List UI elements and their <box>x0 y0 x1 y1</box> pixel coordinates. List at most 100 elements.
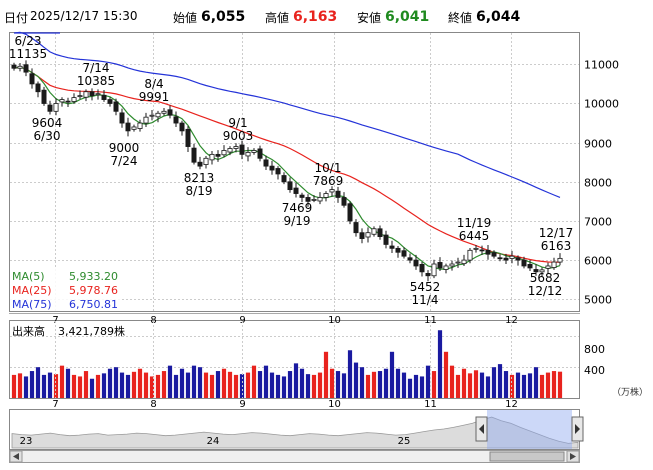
close-value: 6,044 <box>476 9 521 25</box>
candle-body <box>455 261 461 264</box>
candle <box>137 119 143 132</box>
candle-body <box>83 91 89 98</box>
candle-body <box>407 257 413 261</box>
volume-bar <box>197 367 203 398</box>
volume-bar <box>443 351 449 398</box>
volume-tick-800: 800 <box>584 343 605 356</box>
candle-body <box>557 257 563 263</box>
candle <box>413 254 419 270</box>
y-tick-10000: 10000 <box>584 98 619 111</box>
candle <box>509 250 515 264</box>
volume-bar <box>527 373 533 398</box>
price-y-ticks: 11000 10000 9000 8000 7000 6000 5000 <box>584 59 619 307</box>
candle <box>473 245 479 253</box>
candle-body <box>413 259 419 267</box>
volume-bar <box>503 371 509 398</box>
candle <box>23 60 29 77</box>
candle <box>377 225 383 240</box>
candle-body <box>185 128 191 147</box>
volume-bar <box>425 365 431 398</box>
candle <box>41 86 47 106</box>
volume-bar <box>449 365 455 398</box>
candle <box>209 151 215 165</box>
volume-bar <box>29 371 35 398</box>
candle-body <box>437 262 443 269</box>
horizontal-scrollbar[interactable] <box>9 450 580 463</box>
candle-body <box>491 252 497 257</box>
candle-body <box>311 199 317 201</box>
candle <box>191 143 197 165</box>
volume-label: 出来高 <box>12 324 45 338</box>
candle-body <box>239 144 245 155</box>
candle <box>149 109 155 121</box>
candle-body <box>203 157 209 165</box>
candle-body <box>251 150 257 153</box>
annotation-line1: 9604 <box>32 116 63 130</box>
legend-ma25-value: 5,978.76 <box>69 284 118 297</box>
scroll-left-icon <box>13 453 19 460</box>
y-tick-7000: 7000 <box>584 216 612 229</box>
candle <box>257 145 263 162</box>
navigator-handle-right[interactable] <box>571 416 584 442</box>
candle <box>287 177 293 193</box>
candle <box>89 88 95 101</box>
annotation-line1: 5452 <box>410 280 441 294</box>
low-value: 6,041 <box>385 9 430 25</box>
candle-body <box>425 273 431 277</box>
volume-bar <box>389 351 395 398</box>
scrollbar-thumb[interactable] <box>489 451 565 462</box>
annotation-line1: 12/17 <box>539 226 574 240</box>
candle-body <box>269 165 275 171</box>
candle-body <box>71 97 77 102</box>
candle-body <box>233 146 239 149</box>
volume-bar <box>395 368 401 398</box>
volume-bar <box>341 373 347 398</box>
navigator-handle-left[interactable] <box>475 416 488 442</box>
candle <box>113 98 119 116</box>
month-label-10: 10 <box>328 315 341 326</box>
candle <box>527 260 533 272</box>
volume-bar <box>551 371 557 398</box>
candle <box>263 155 269 171</box>
candle-body <box>29 73 35 85</box>
candle <box>65 97 71 108</box>
volume-bar <box>71 374 77 398</box>
candle <box>53 98 59 116</box>
legend-ma75-label: MA(75) <box>12 298 52 311</box>
candle-body <box>17 65 23 69</box>
navigator-year-labels: 23 24 25 <box>20 436 411 447</box>
candle <box>59 97 65 107</box>
candle <box>515 255 521 266</box>
candle-body <box>221 150 227 156</box>
volume-bar <box>131 371 137 398</box>
candle-body <box>131 126 137 130</box>
candle <box>239 140 245 160</box>
candle <box>503 253 509 265</box>
candle-body <box>359 232 365 239</box>
candle <box>431 259 437 279</box>
volume-bar <box>479 372 485 398</box>
volume-bar <box>47 372 53 398</box>
candle-body <box>353 222 359 234</box>
candle-body <box>23 64 29 73</box>
month-label-12: 12 <box>505 315 518 326</box>
volume-bar <box>383 368 389 398</box>
candle <box>293 182 299 198</box>
volume-bar <box>473 370 479 398</box>
close-label: 終値 <box>448 11 473 25</box>
candle <box>389 240 395 254</box>
volume-bar <box>515 372 521 398</box>
volume-bar <box>17 373 23 398</box>
volume-value: 3,421,789株 <box>58 324 125 338</box>
navigator-history-area <box>11 416 579 449</box>
candle <box>179 120 185 136</box>
candle <box>335 186 341 203</box>
volume-bar <box>407 378 413 398</box>
candle <box>491 250 497 259</box>
candle <box>167 105 173 119</box>
